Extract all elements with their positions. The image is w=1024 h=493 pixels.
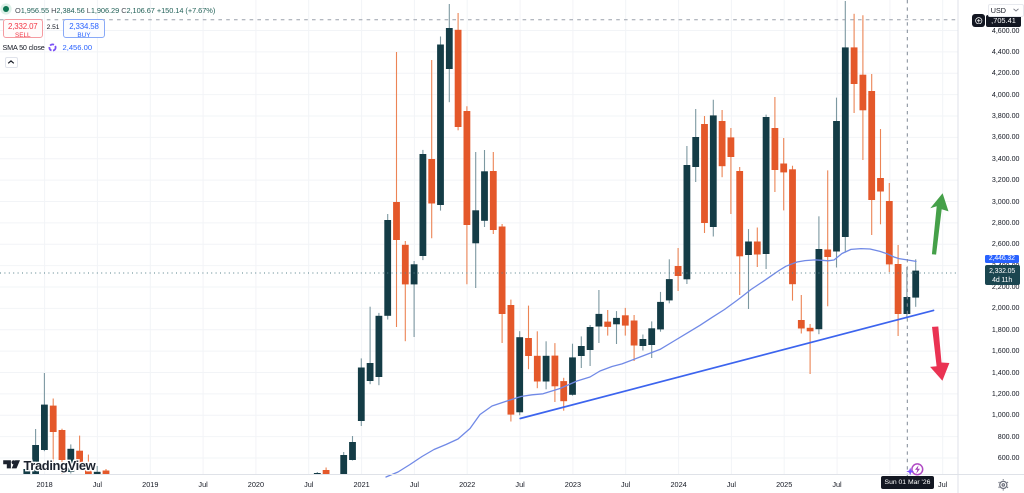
- svg-text:TradingView: TradingView: [24, 458, 97, 473]
